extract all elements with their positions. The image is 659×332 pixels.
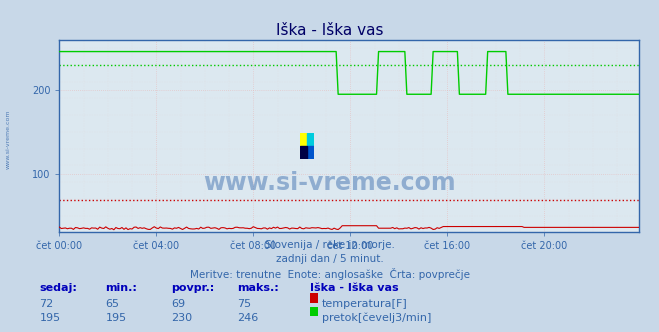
- Text: maks.:: maks.:: [237, 283, 279, 293]
- Text: www.si-vreme.com: www.si-vreme.com: [5, 110, 11, 169]
- Text: 75: 75: [237, 299, 251, 309]
- Text: 195: 195: [40, 313, 61, 323]
- Text: Slovenija / reke in morje.: Slovenija / reke in morje.: [264, 240, 395, 250]
- Bar: [300, 133, 307, 146]
- Text: zadnji dan / 5 minut.: zadnji dan / 5 minut.: [275, 254, 384, 264]
- Bar: [300, 146, 307, 159]
- Text: 246: 246: [237, 313, 258, 323]
- Text: Meritve: trenutne  Enote: anglosaške  Črta: povprečje: Meritve: trenutne Enote: anglosaške Črta…: [190, 268, 469, 280]
- Text: 65: 65: [105, 299, 119, 309]
- Bar: [307, 146, 314, 159]
- Text: 230: 230: [171, 313, 192, 323]
- Text: sedaj:: sedaj:: [40, 283, 77, 293]
- Bar: [307, 133, 314, 146]
- Text: povpr.:: povpr.:: [171, 283, 215, 293]
- Text: 69: 69: [171, 299, 185, 309]
- Text: min.:: min.:: [105, 283, 137, 293]
- Text: www.si-vreme.com: www.si-vreme.com: [203, 171, 456, 195]
- Text: Iška - Iška vas: Iška - Iška vas: [310, 283, 398, 293]
- Text: pretok[čevelj3/min]: pretok[čevelj3/min]: [322, 313, 431, 323]
- Text: temperatura[F]: temperatura[F]: [322, 299, 407, 309]
- Text: 195: 195: [105, 313, 127, 323]
- Text: Iška - Iška vas: Iška - Iška vas: [275, 23, 384, 38]
- Text: 72: 72: [40, 299, 54, 309]
